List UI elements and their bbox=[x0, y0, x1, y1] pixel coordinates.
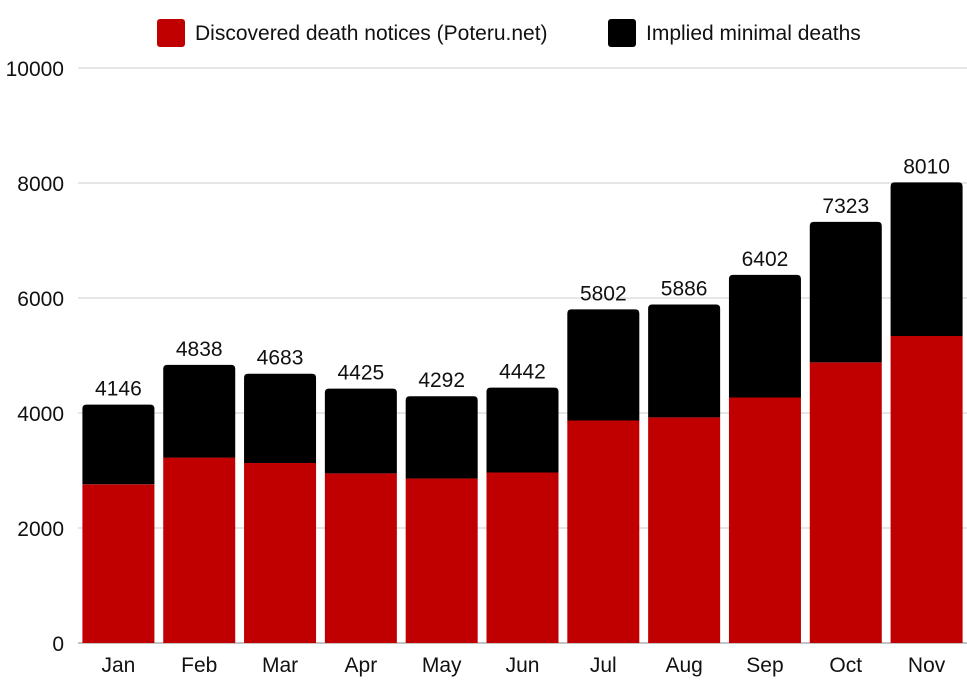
total-labels: 4146 4838 4683 4425 4292 4442 5802 5886 6402 7323… bbox=[95, 155, 950, 400]
x-tick-label-feb: Feb bbox=[181, 654, 217, 677]
y-tick-label: 8000 bbox=[17, 173, 64, 196]
bar-segment-implied-feb bbox=[163, 364, 236, 458]
legend-label-discovered: Discovered death notices (Poteru.net) bbox=[195, 22, 548, 45]
bar-segment-implied-jun bbox=[486, 387, 559, 473]
bar-segment-implied-jan bbox=[82, 404, 155, 485]
bar-segment-implied-mar bbox=[244, 373, 317, 464]
y-tick-label: 2000 bbox=[17, 518, 64, 541]
bar-segment-discovered-may bbox=[405, 478, 478, 643]
total-label-oct: 7323 bbox=[822, 195, 869, 218]
x-tick-label-jul: Jul bbox=[590, 654, 617, 677]
x-axis: Jan Feb Mar Apr May Jun Jul Aug Sep Oct Nov bbox=[101, 654, 945, 677]
legend-swatch-implied bbox=[608, 19, 636, 47]
bars bbox=[82, 182, 963, 643]
y-tick-label: 6000 bbox=[17, 288, 64, 311]
bar-segment-implied-aug bbox=[648, 304, 721, 418]
bar-segment-discovered-feb bbox=[163, 457, 236, 643]
y-tick-label: 0 bbox=[52, 633, 64, 656]
total-label-aug: 5886 bbox=[661, 278, 708, 301]
total-label-mar: 4683 bbox=[257, 347, 304, 370]
bar-segment-discovered-mar bbox=[244, 463, 317, 643]
bar-segment-implied-oct bbox=[809, 221, 882, 363]
total-label-jun: 4442 bbox=[499, 361, 546, 384]
bar-segment-discovered-apr bbox=[324, 473, 397, 643]
x-tick-label-aug: Aug bbox=[665, 654, 702, 677]
bar-segment-implied-may bbox=[405, 396, 478, 479]
bar-segment-discovered-jan bbox=[82, 484, 155, 643]
legend-swatch-discovered bbox=[157, 19, 185, 47]
bar-segment-discovered-nov bbox=[890, 335, 963, 643]
x-tick-label-oct: Oct bbox=[829, 654, 862, 677]
x-tick-label-nov: Nov bbox=[908, 654, 946, 677]
x-tick-label-sep: Sep bbox=[746, 654, 783, 677]
x-tick-label-jun: Jun bbox=[506, 654, 540, 677]
bar-segment-implied-apr bbox=[324, 388, 397, 474]
bar-segment-discovered-aug bbox=[648, 417, 721, 643]
y-tick-label: 4000 bbox=[17, 403, 64, 426]
legend-label-implied: Implied minimal deaths bbox=[646, 22, 861, 45]
x-tick-label-mar: Mar bbox=[262, 654, 298, 677]
y-axis: 0 2000 4000 6000 8000 10000 bbox=[6, 58, 64, 656]
bar-segment-implied-jul bbox=[567, 309, 640, 421]
legend: Discovered death notices (Poteru.net) Imp… bbox=[157, 19, 861, 47]
bar-segment-discovered-sep bbox=[728, 397, 801, 643]
bar-segment-discovered-jul bbox=[567, 420, 640, 643]
bar-segment-implied-nov bbox=[890, 182, 963, 336]
total-label-apr: 4425 bbox=[338, 362, 385, 385]
y-tick-label: 10000 bbox=[6, 58, 64, 81]
x-tick-label-apr: Apr bbox=[345, 654, 378, 677]
bar-segment-discovered-jun bbox=[486, 472, 559, 643]
x-tick-label-may: May bbox=[422, 654, 462, 677]
total-label-may: 4292 bbox=[418, 369, 465, 392]
x-tick-label-jan: Jan bbox=[101, 654, 135, 677]
total-label-sep: 6402 bbox=[742, 248, 789, 271]
total-label-feb: 4838 bbox=[176, 338, 223, 361]
total-label-jan: 4146 bbox=[95, 378, 142, 401]
total-label-jul: 5802 bbox=[580, 282, 627, 305]
bar-segment-implied-sep bbox=[728, 274, 801, 398]
bar-segment-discovered-oct bbox=[809, 362, 882, 643]
total-label-nov: 8010 bbox=[903, 155, 950, 178]
